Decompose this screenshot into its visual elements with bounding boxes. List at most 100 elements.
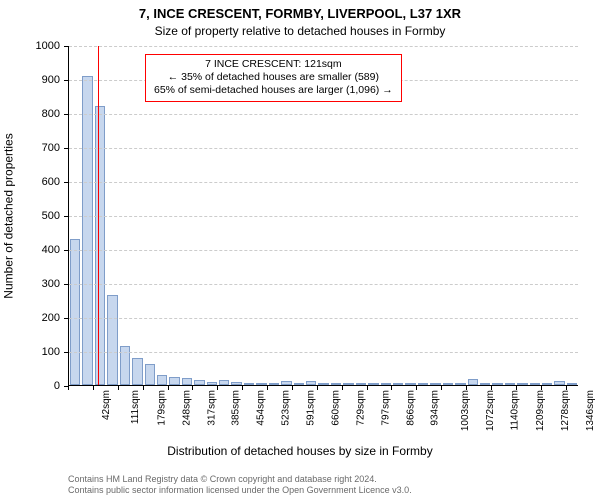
histogram-bar-fill: [157, 375, 167, 385]
histogram-bar: [530, 383, 540, 385]
histogram-bar: [567, 383, 577, 385]
histogram-bar: [430, 383, 440, 385]
gridline: [69, 352, 578, 353]
histogram-bar-fill: [405, 383, 415, 385]
histogram-bar: [231, 382, 241, 385]
histogram-bar: [306, 381, 316, 385]
y-tick-label: 800: [42, 108, 60, 120]
x-tick-label: 523sqm: [281, 390, 292, 426]
subject-marker-line: [98, 46, 99, 385]
x-tick-label: 1209sqm: [535, 390, 546, 431]
histogram-bar: [145, 364, 155, 385]
x-tick-label: 385sqm: [231, 390, 242, 426]
attribution-line-2: Contains public sector information licen…: [68, 485, 578, 496]
histogram-bar-fill: [269, 383, 279, 385]
gridline: [69, 318, 578, 319]
gridline: [69, 182, 578, 183]
histogram-bar-fill: [567, 383, 577, 385]
histogram-bar: [480, 383, 490, 385]
histogram-bar-fill: [194, 380, 204, 385]
x-tick-mark: [367, 386, 368, 390]
y-tick-label: 300: [42, 278, 60, 290]
x-tick-label: 1003sqm: [460, 390, 471, 431]
histogram-bar-fill: [455, 383, 465, 385]
histogram-bar: [82, 76, 92, 385]
x-tick-mark: [566, 386, 567, 390]
histogram-bar-fill: [244, 383, 254, 385]
histogram-bar-fill: [169, 377, 179, 385]
gridline: [69, 250, 578, 251]
y-axis-ticks: 01002003004005006007008009001000: [0, 46, 64, 386]
x-tick-label: 42sqm: [101, 390, 112, 420]
gridline: [69, 148, 578, 149]
annotation-line-2: ← 35% of detached houses are smaller (58…: [154, 71, 393, 84]
x-tick-mark: [192, 386, 193, 390]
histogram-bar: [194, 380, 204, 385]
histogram-chart: 7, INCE CRESCENT, FORMBY, LIVERPOOL, L37…: [0, 0, 600, 500]
histogram-bar-fill: [554, 381, 564, 385]
x-tick-label: 1278sqm: [560, 390, 571, 431]
histogram-bar-fill: [207, 382, 217, 385]
y-tick-label: 600: [42, 176, 60, 188]
histogram-bar: [405, 383, 415, 385]
histogram-bar-fill: [281, 381, 291, 385]
x-tick-label: 248sqm: [181, 390, 192, 426]
gridline: [69, 284, 578, 285]
x-tick-mark: [441, 386, 442, 390]
histogram-bar-fill: [132, 358, 142, 385]
x-tick-mark: [143, 386, 144, 390]
x-tick-mark: [317, 386, 318, 390]
histogram-bar-fill: [393, 383, 403, 385]
histogram-bar-fill: [70, 239, 80, 385]
x-tick-label: 660sqm: [330, 390, 341, 426]
attribution-footer: Contains HM Land Registry data © Crown c…: [68, 474, 578, 496]
histogram-bar: [505, 383, 515, 385]
histogram-bar-fill: [107, 295, 117, 385]
histogram-bar-fill: [530, 383, 540, 385]
histogram-bar-fill: [182, 378, 192, 385]
annotation-box: 7 INCE CRESCENT: 121sqm ← 35% of detache…: [145, 54, 402, 102]
x-tick-mark: [217, 386, 218, 390]
histogram-bar: [331, 383, 341, 385]
x-tick-mark: [541, 386, 542, 390]
chart-title: 7, INCE CRESCENT, FORMBY, LIVERPOOL, L37…: [0, 6, 600, 21]
histogram-bar: [554, 381, 564, 385]
histogram-bar-fill: [318, 383, 328, 385]
histogram-bar-fill: [542, 383, 552, 385]
x-tick-label: 1346sqm: [585, 390, 596, 431]
histogram-bar: [256, 383, 266, 385]
x-tick-mark: [466, 386, 467, 390]
histogram-bar-fill: [430, 383, 440, 385]
histogram-bar-fill: [468, 379, 478, 385]
y-tick-label: 400: [42, 244, 60, 256]
histogram-bar-fill: [443, 383, 453, 385]
x-tick-label: 591sqm: [306, 390, 317, 426]
histogram-bar: [356, 383, 366, 385]
histogram-bar-fill: [219, 380, 229, 385]
attribution-line-1: Contains HM Land Registry data © Crown c…: [68, 474, 578, 485]
x-axis-ticks: 42sqm111sqm179sqm248sqm317sqm385sqm454sq…: [68, 386, 578, 446]
histogram-bar: [70, 239, 80, 385]
gridline: [69, 216, 578, 217]
x-tick-mark: [391, 386, 392, 390]
x-tick-label: 454sqm: [256, 390, 267, 426]
histogram-bar: [157, 375, 167, 385]
x-tick-mark: [416, 386, 417, 390]
histogram-bar-fill: [381, 383, 391, 385]
histogram-bar: [219, 380, 229, 385]
x-tick-mark: [267, 386, 268, 390]
x-tick-label: 729sqm: [355, 390, 366, 426]
histogram-bar: [455, 383, 465, 385]
x-tick-mark: [118, 386, 119, 390]
histogram-bar: [492, 383, 502, 385]
histogram-bar-fill: [356, 383, 366, 385]
x-tick-label: 866sqm: [405, 390, 416, 426]
annotation-line-3: 65% of semi-detached houses are larger (…: [154, 84, 393, 97]
histogram-bar: [269, 383, 279, 385]
histogram-bar-fill: [480, 383, 490, 385]
x-tick-mark: [292, 386, 293, 390]
histogram-bar: [381, 383, 391, 385]
histogram-bar-fill: [517, 383, 527, 385]
y-tick-label: 700: [42, 142, 60, 154]
x-tick-mark: [93, 386, 94, 390]
